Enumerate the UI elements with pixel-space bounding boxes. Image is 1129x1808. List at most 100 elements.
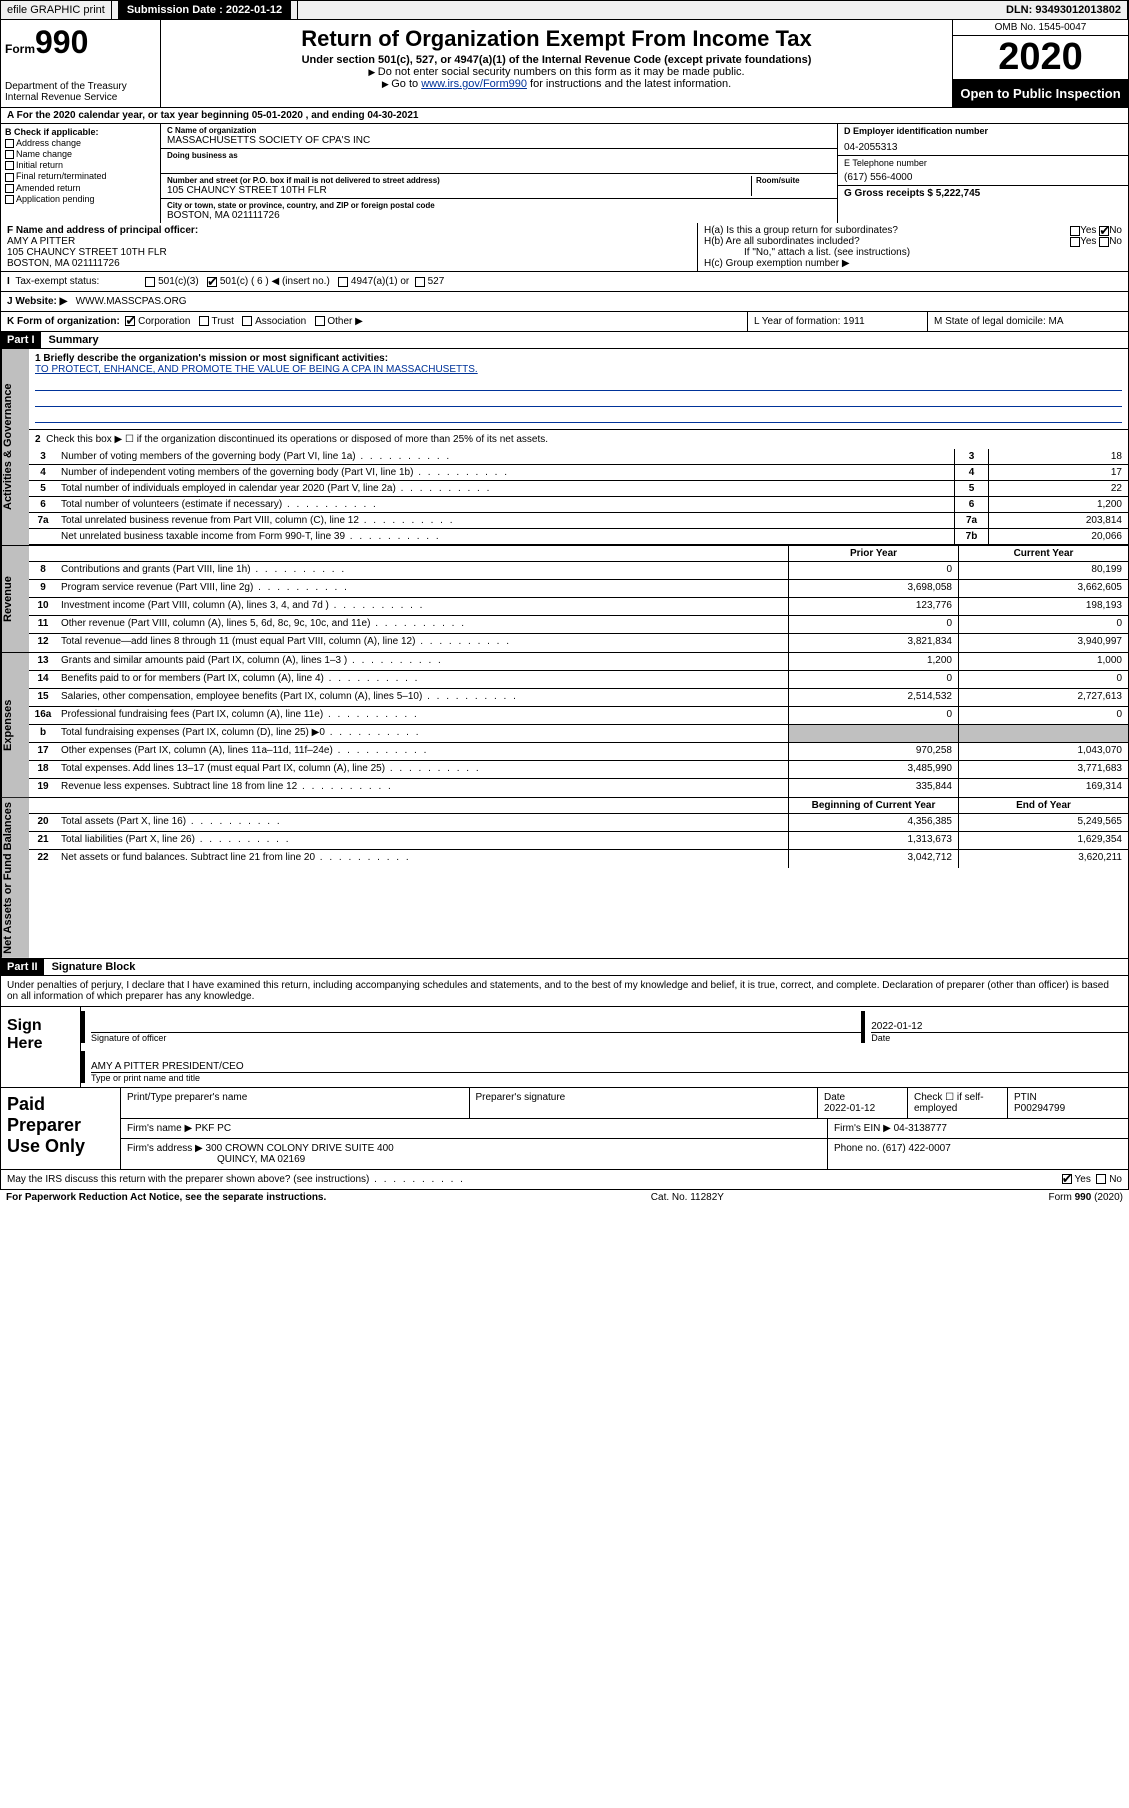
k-form-org: K Form of organization: Corporation Trus… [1, 312, 748, 331]
officer-cell: F Name and address of principal officer:… [1, 223, 698, 271]
officer-addr: 105 CHAUNCY STREET 10TH FLR [7, 247, 691, 258]
revenue-section: Revenue Prior Year Current Year 8Contrib… [0, 546, 1129, 653]
col-d-e-g: D Employer identification number 04-2055… [838, 124, 1128, 223]
org-name: MASSACHUSETTS SOCIETY OF CPA'S INC [167, 135, 831, 146]
tax-year: 2020 [953, 36, 1128, 80]
fin-row: 18Total expenses. Add lines 13–17 (must … [29, 761, 1128, 779]
gov-row: 6Total number of volunteers (estimate if… [29, 497, 1128, 513]
vtab-revenue: Revenue [1, 546, 29, 652]
hb-yes[interactable] [1070, 237, 1080, 247]
chk-4947[interactable] [338, 277, 348, 287]
fin-row: 19Revenue less expenses. Subtract line 1… [29, 779, 1128, 797]
chk-501c[interactable] [207, 277, 217, 287]
top-spacer [298, 7, 1000, 13]
tax-status-row: I Tax-exempt status: 501(c)(3) 501(c) ( … [0, 272, 1129, 292]
fin-row: 10Investment income (Part VIII, column (… [29, 598, 1128, 616]
efile-label: efile GRAPHIC print [1, 1, 112, 19]
footer-left: For Paperwork Reduction Act Notice, see … [6, 1192, 326, 1203]
chk-initial-return[interactable]: Initial return [5, 160, 156, 170]
q1-mission: 1 Briefly describe the organization's mi… [29, 349, 1128, 429]
part2-header: Part II Signature Block [0, 959, 1129, 976]
note-link: Go to www.irs.gov/Form990 for instructio… [165, 78, 948, 90]
paid-row-1: Print/Type preparer's name Preparer's si… [121, 1088, 1128, 1119]
prep-sig-hdr: Preparer's signature [470, 1088, 819, 1118]
omb-number: OMB No. 1545-0047 [953, 20, 1128, 36]
vtab-expenses: Expenses [1, 653, 29, 797]
prep-self-emp[interactable]: Check ☐ if self-employed [908, 1088, 1008, 1118]
col-current-year: Current Year [958, 546, 1128, 561]
note-ssn: Do not enter social security numbers on … [165, 66, 948, 78]
prep-name-hdr: Print/Type preparer's name [121, 1088, 470, 1118]
chk-527[interactable] [415, 277, 425, 287]
revenue-header: Prior Year Current Year [29, 546, 1128, 562]
sign-here-label: Sign Here [1, 1007, 81, 1087]
h-b: H(b) Are all subordinates included? Yes … [704, 236, 1122, 247]
open-public-badge: Open to Public Inspection [953, 80, 1128, 107]
website-value: WWW.MASSCPAS.ORG [76, 296, 187, 307]
h-section: H(a) Is this a group return for subordin… [698, 223, 1128, 271]
mission-text: TO PROTECT, ENHANCE, AND PROMOTE THE VAL… [35, 364, 1122, 375]
fin-row: 21Total liabilities (Part X, line 26)1,3… [29, 832, 1128, 850]
chk-final-return[interactable]: Final return/terminated [5, 171, 156, 181]
fin-row: 17Other expenses (Part IX, column (A), l… [29, 743, 1128, 761]
officer-signature[interactable]: Signature of officer [81, 1011, 861, 1043]
gov-row: 4Number of independent voting members of… [29, 465, 1128, 481]
part1-title: Summary [41, 332, 107, 348]
chk-assoc[interactable] [242, 316, 252, 326]
chk-app-pending[interactable]: Application pending [5, 194, 156, 204]
firm-phone: (617) 422-0007 [882, 1143, 950, 1154]
fin-row: bTotal fundraising expenses (Part IX, co… [29, 725, 1128, 743]
gov-row: 7aTotal unrelated business revenue from … [29, 513, 1128, 529]
part2-title: Signature Block [44, 959, 144, 975]
ein-value: 04-2055313 [844, 142, 1122, 153]
q2-checkbox: 2 Check this box ▶ ☐ if the organization… [29, 429, 1128, 449]
chk-other[interactable] [315, 316, 325, 326]
header-right: OMB No. 1545-0047 2020 Open to Public In… [953, 20, 1128, 107]
phone-cell: E Telephone number (617) 556-4000 [838, 156, 1128, 186]
h-a: H(a) Is this a group return for subordin… [704, 225, 1122, 236]
firm-ein: 04-3138777 [894, 1123, 947, 1134]
phone-value: (617) 556-4000 [844, 172, 1122, 183]
vtab-netassets: Net Assets or Fund Balances [1, 798, 29, 958]
footer-cat: Cat. No. 11282Y [326, 1192, 1048, 1203]
chk-501c3[interactable] [145, 277, 155, 287]
org-name-cell: C Name of organization MASSACHUSETTS SOC… [161, 124, 837, 149]
disclose-yes[interactable] [1062, 1174, 1072, 1184]
irs-link[interactable]: www.irs.gov/Form990 [421, 78, 527, 90]
m-state: M State of legal domicile: MA [928, 312, 1128, 331]
gov-row: 3Number of voting members of the governi… [29, 449, 1128, 465]
form-header: Form990 Department of the Treasury Inter… [0, 20, 1129, 108]
period-row: A For the 2020 calendar year, or tax yea… [0, 108, 1129, 124]
fin-row: 13Grants and similar amounts paid (Part … [29, 653, 1128, 671]
col-c-name-address: C Name of organization MASSACHUSETTS SOC… [161, 124, 838, 223]
perjury-text: Under penalties of perjury, I declare th… [1, 976, 1128, 1006]
section-b-to-g: B Check if applicable: Address change Na… [0, 124, 1129, 223]
ha-no[interactable] [1099, 226, 1109, 236]
i-label: I [7, 276, 10, 287]
header-center: Return of Organization Exempt From Incom… [161, 20, 953, 107]
form-subtitle: Under section 501(c), 527, or 4947(a)(1)… [165, 54, 948, 66]
sign-here-grid: Sign Here Signature of officer 2022-01-1… [1, 1006, 1128, 1087]
chk-address-change[interactable]: Address change [5, 138, 156, 148]
paid-preparer-label: Paid Preparer Use Only [1, 1088, 121, 1169]
sign-date: 2022-01-12 Date [861, 1011, 1128, 1043]
chk-trust[interactable] [199, 316, 209, 326]
disclose-no[interactable] [1096, 1174, 1106, 1184]
addr-cell: Number and street (or P.O. box if mail i… [161, 174, 837, 199]
ha-yes[interactable] [1070, 226, 1080, 236]
netassets-section: Net Assets or Fund Balances Beginning of… [0, 798, 1129, 959]
gross-receipts: G Gross receipts $ 5,222,745 [838, 186, 1128, 201]
officer-h-row: F Name and address of principal officer:… [0, 223, 1129, 272]
col-end-year: End of Year [958, 798, 1128, 813]
prep-date: Date2022-01-12 [818, 1088, 908, 1118]
form-number: Form990 [5, 24, 156, 61]
gov-numeric-rows: 3Number of voting members of the governi… [29, 449, 1128, 545]
chk-name-change[interactable]: Name change [5, 149, 156, 159]
officer-city: BOSTON, MA 021111726 [7, 258, 691, 269]
col-begin-year: Beginning of Current Year [788, 798, 958, 813]
paid-row-3: Firm's address ▶ 300 CROWN COLONY DRIVE … [121, 1139, 1128, 1169]
part1-header: Part I Summary [0, 332, 1129, 349]
chk-amended-return[interactable]: Amended return [5, 183, 156, 193]
chk-corp[interactable] [125, 316, 135, 326]
part1-badge: Part I [1, 332, 41, 348]
